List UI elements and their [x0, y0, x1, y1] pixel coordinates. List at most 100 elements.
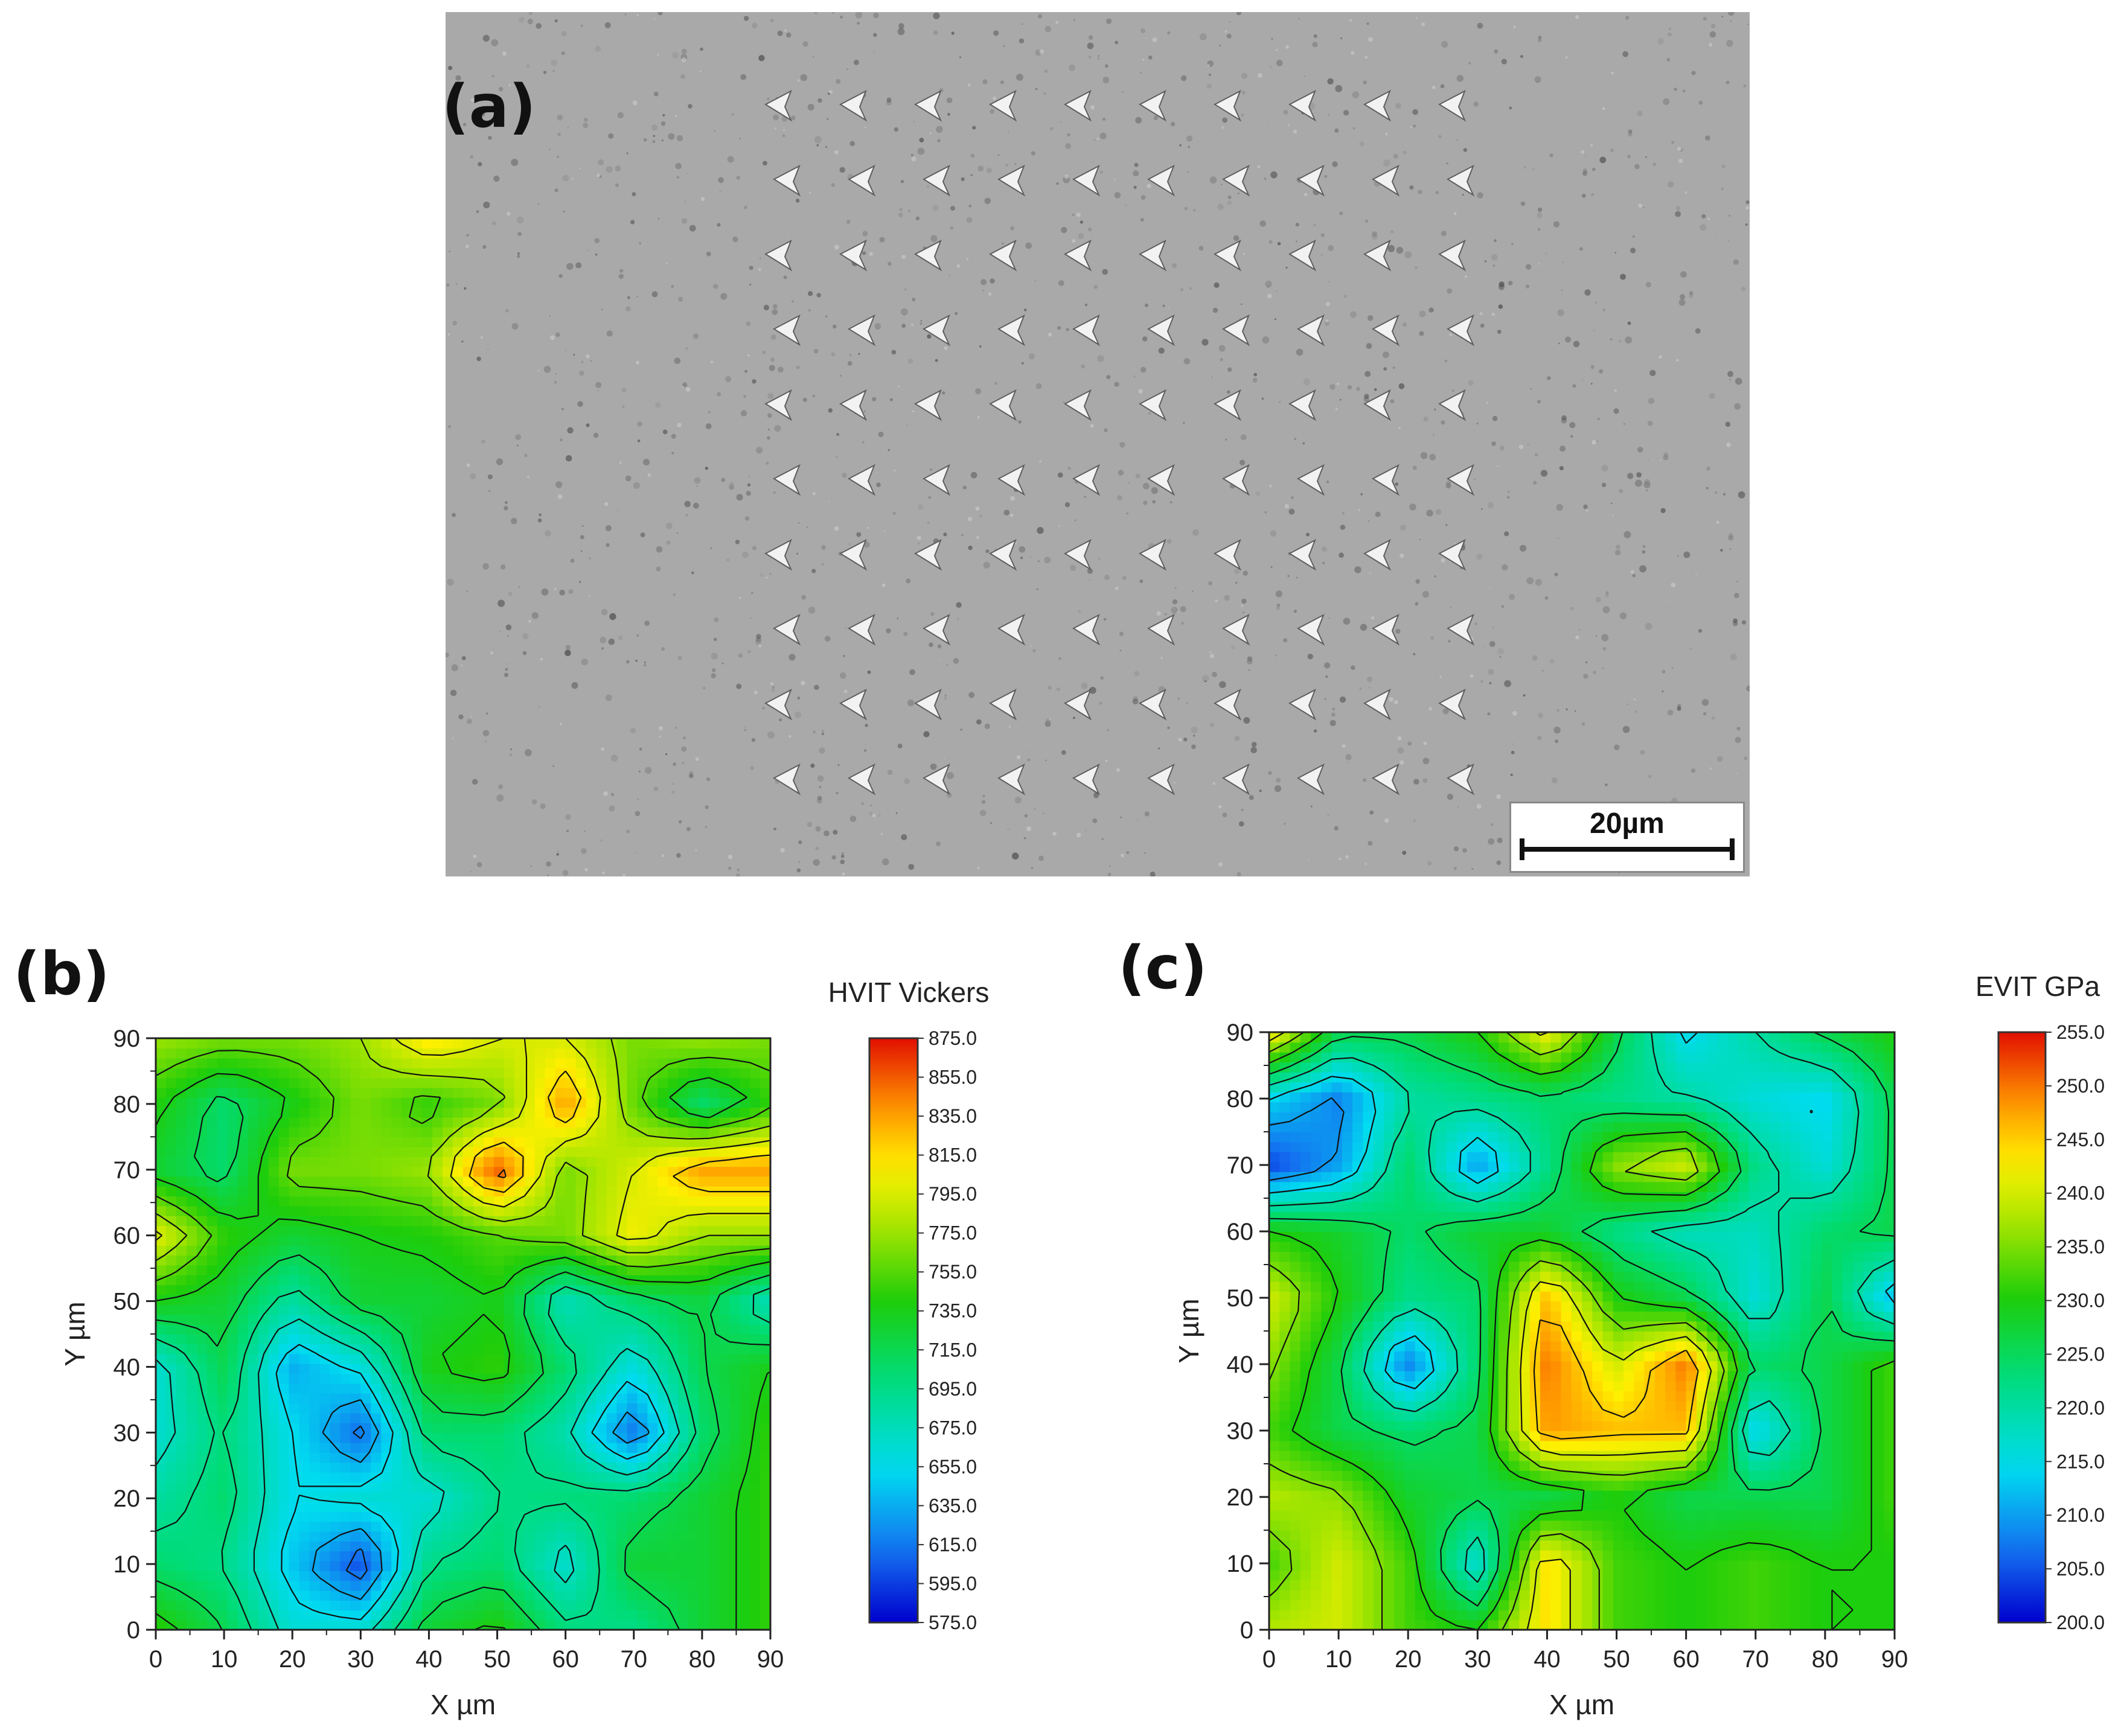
heatmap-cell — [1352, 1431, 1364, 1441]
panel-label-b: (b) — [13, 940, 110, 1009]
heatmap-cell — [309, 1117, 321, 1128]
heatmap-cell — [1279, 1580, 1291, 1591]
heatmap-cell — [453, 1432, 464, 1443]
heatmap-cell — [657, 1304, 669, 1315]
heatmap-cell — [483, 1157, 494, 1167]
heatmap-cell — [740, 1157, 750, 1167]
heatmap-cell — [1300, 1510, 1311, 1521]
heatmap-cell — [1394, 1510, 1406, 1521]
y-tick-label: 30 — [114, 1420, 141, 1446]
heatmap-cell — [1446, 1152, 1457, 1163]
x-tick-label: 70 — [621, 1646, 648, 1673]
heatmap-cell — [565, 1087, 577, 1098]
heatmap-cell — [432, 1600, 443, 1611]
heatmap-cell — [412, 1412, 423, 1423]
heatmap-cell — [196, 1137, 208, 1147]
heatmap-cell — [422, 1245, 433, 1256]
heatmap-cell — [319, 1590, 331, 1601]
heatmap-cell — [412, 1423, 423, 1434]
heatmap-cell — [1383, 1480, 1395, 1491]
heatmap-cell — [1279, 1500, 1291, 1511]
heatmap-cell — [1279, 1172, 1291, 1182]
contour-line — [469, 1070, 770, 1193]
heatmap-cell — [483, 1492, 494, 1502]
heatmap-cell — [1279, 1590, 1291, 1601]
heatmap-cell — [473, 1403, 484, 1414]
heatmap-cell — [575, 1541, 587, 1552]
heatmap-cell — [657, 1048, 669, 1059]
heatmap-cell — [750, 1531, 761, 1542]
heatmap-cell — [1290, 1221, 1301, 1232]
heatmap-cell — [309, 1472, 321, 1482]
heatmap-cell — [258, 1186, 269, 1197]
heatmap-cell — [524, 1373, 536, 1384]
heatmap-cell — [1331, 1550, 1343, 1561]
heatmap-cell — [647, 1383, 659, 1394]
heatmap-cell — [412, 1058, 423, 1068]
heatmap-cell — [709, 1087, 720, 1098]
heatmap-cell — [248, 1304, 259, 1315]
heatmap-cell — [432, 1521, 443, 1532]
heatmap-cell — [616, 1423, 628, 1434]
heatmap-cell — [1467, 1311, 1479, 1322]
heatmap-cell — [596, 1383, 607, 1394]
heatmap-cell — [534, 1610, 546, 1621]
heatmap-cell — [401, 1472, 412, 1482]
heatmap-cell — [1290, 1291, 1301, 1302]
heatmap-cell — [596, 1541, 607, 1552]
heatmap-cell — [740, 1462, 750, 1473]
heatmap-cell — [268, 1157, 280, 1167]
heatmap-cell — [1363, 1570, 1374, 1581]
heatmap-cell — [278, 1531, 290, 1542]
heatmap-cell — [401, 1590, 412, 1601]
heatmap-cell — [196, 1364, 208, 1374]
heatmap-cell — [1425, 1281, 1437, 1292]
heatmap-cell — [616, 1216, 628, 1227]
indent-mark — [1147, 314, 1176, 346]
heatmap-cell — [719, 1412, 730, 1423]
heatmap-cell — [1331, 1042, 1343, 1053]
heatmap-cell — [165, 1235, 177, 1246]
heatmap-cell — [1425, 1291, 1437, 1302]
heatmap-cell — [729, 1403, 740, 1414]
heatmap-cell — [1446, 1072, 1457, 1083]
heatmap-cell — [371, 1442, 382, 1453]
heatmap-cell — [463, 1373, 474, 1384]
heatmap-cell — [340, 1373, 351, 1384]
heatmap-cell — [206, 1146, 218, 1157]
heatmap-cell — [1383, 1241, 1395, 1252]
heatmap-cell — [422, 1501, 433, 1512]
heatmap-cell — [524, 1245, 536, 1256]
heatmap-cell — [165, 1324, 177, 1335]
panel-label-a: (a) — [442, 72, 536, 141]
heatmap-cell — [371, 1294, 382, 1305]
heatmap-cell — [340, 1146, 351, 1157]
heatmap-cell — [709, 1097, 720, 1108]
heatmap-cell — [299, 1107, 310, 1118]
heatmap-cell — [1342, 1221, 1353, 1232]
heatmap-cell — [330, 1245, 341, 1256]
heatmap-cell — [719, 1038, 730, 1049]
heatmap-cell — [1300, 1520, 1311, 1531]
heatmap-cell — [186, 1038, 197, 1049]
heatmap-cell — [1446, 1411, 1457, 1422]
heatmap-cell — [278, 1383, 290, 1394]
heatmap-cell — [1436, 1281, 1447, 1292]
heatmap-cell — [524, 1127, 536, 1138]
heatmap-cell — [217, 1216, 228, 1227]
heatmap-cell — [412, 1600, 423, 1611]
heatmap-cell — [319, 1620, 331, 1630]
indent-mark — [997, 164, 1026, 197]
heatmap-cell — [165, 1551, 177, 1562]
heatmap-cell — [319, 1452, 331, 1463]
heatmap-cell — [422, 1087, 433, 1098]
heatmap-cell — [1436, 1480, 1447, 1491]
heatmap-cell — [227, 1186, 238, 1197]
heatmap-cell — [268, 1452, 280, 1463]
heatmap-cell — [616, 1403, 628, 1414]
heatmap-cell — [422, 1344, 433, 1355]
heatmap-cell — [740, 1225, 750, 1236]
heatmap-cell — [176, 1560, 187, 1571]
heatmap-cell — [350, 1038, 362, 1049]
heatmap-cell — [299, 1373, 310, 1384]
